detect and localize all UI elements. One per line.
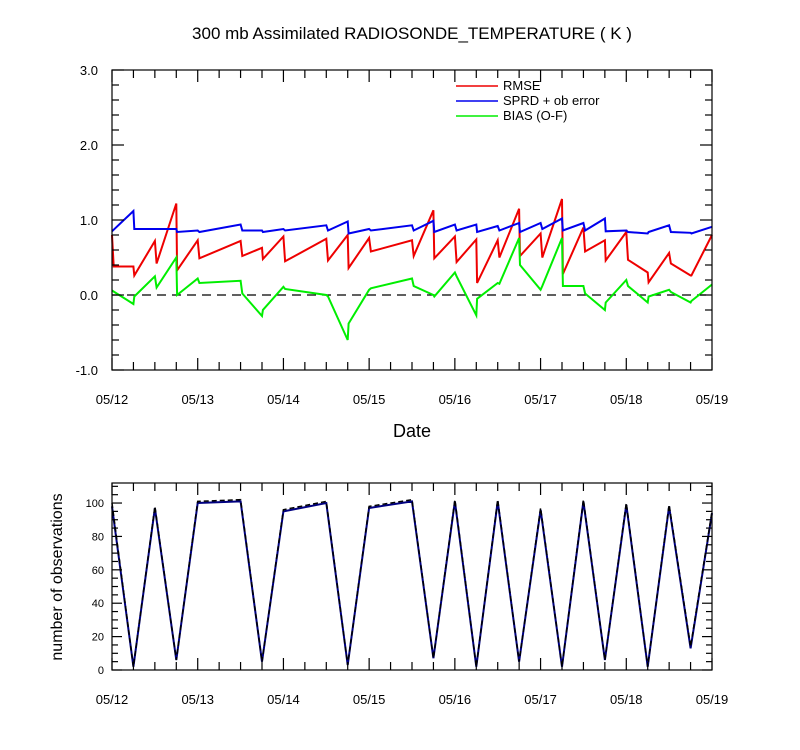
- x-tick-label: 05/14: [267, 692, 300, 707]
- y-tick-label: -1.0: [76, 363, 98, 378]
- top-chart-frame: [111, 69, 713, 371]
- x-tick-label: 05/13: [181, 692, 214, 707]
- x-tick-label: 05/17: [524, 392, 557, 407]
- x-tick-label: 05/17: [524, 692, 557, 707]
- y-tick-label: 100: [86, 498, 104, 510]
- x-tick-label: 05/13: [181, 392, 214, 407]
- top-chart: 300 mb Assimilated RADIOSONDE_TEMPERATUR…: [76, 24, 729, 441]
- y-tick-label: 0: [98, 665, 104, 677]
- x-tick-label: 05/12: [96, 692, 129, 707]
- chart-title: 300 mb Assimilated RADIOSONDE_TEMPERATUR…: [192, 24, 632, 43]
- bottom-chart-series: [111, 498, 713, 667]
- bottom-chart-ticks: [111, 483, 713, 671]
- series-line-assimilated: [111, 500, 713, 667]
- top-chart-ticks: [111, 69, 713, 371]
- x-axis-label: Date: [393, 421, 431, 441]
- x-tick-label: 05/14: [267, 392, 300, 407]
- y-tick-label: 3.0: [80, 63, 98, 78]
- bottom-chart-y-tick-labels: 0 20 40 60 80 100: [86, 498, 104, 677]
- x-tick-label: 05/19: [696, 692, 729, 707]
- series-line-possible: [111, 498, 713, 667]
- legend-label-rmse: RMSE: [503, 78, 541, 93]
- x-tick-label: 05/15: [353, 692, 386, 707]
- series-line-rmse: [111, 198, 713, 286]
- legend-label-sprd-ob-error: SPRD + ob error: [503, 93, 600, 108]
- x-tick-label: 05/16: [439, 692, 472, 707]
- y-tick-label: 60: [92, 565, 104, 577]
- y-tick-label: 0.0: [80, 288, 98, 303]
- y-tick-label: 2.0: [80, 138, 98, 153]
- top-chart-series: [111, 198, 713, 341]
- x-tick-label: 05/15: [353, 392, 386, 407]
- legend-label-bias-o-f: BIAS (O-F): [503, 108, 567, 123]
- x-tick-label: 05/16: [439, 392, 472, 407]
- bottom-chart-frame: [111, 482, 713, 671]
- x-tick-label: 05/12: [96, 392, 129, 407]
- y-tick-label: 20: [92, 632, 104, 644]
- bottom-chart-x-tick-labels: 05/12 05/13 05/14 05/15 05/16 05/17 05/18 05/19: [96, 692, 729, 707]
- top-chart-y-tick-labels: -1.0 0.0 1.0 2.0 3.0: [76, 63, 98, 378]
- y-axis-label: number of observations: [49, 493, 66, 660]
- x-tick-label: 05/18: [610, 692, 643, 707]
- series-line-sprd-ob-error: [111, 208, 713, 235]
- x-tick-label: 05/19: [696, 392, 729, 407]
- series-line-bias-o-f: [111, 237, 713, 341]
- y-tick-label: 40: [92, 598, 104, 610]
- x-tick-label: 05/18: [610, 392, 643, 407]
- y-tick-label: 1.0: [80, 213, 98, 228]
- top-chart-x-tick-labels: 05/12 05/13 05/14 05/15 05/16 05/17 05/18 05/19: [96, 392, 729, 407]
- y-tick-label: 80: [92, 531, 104, 543]
